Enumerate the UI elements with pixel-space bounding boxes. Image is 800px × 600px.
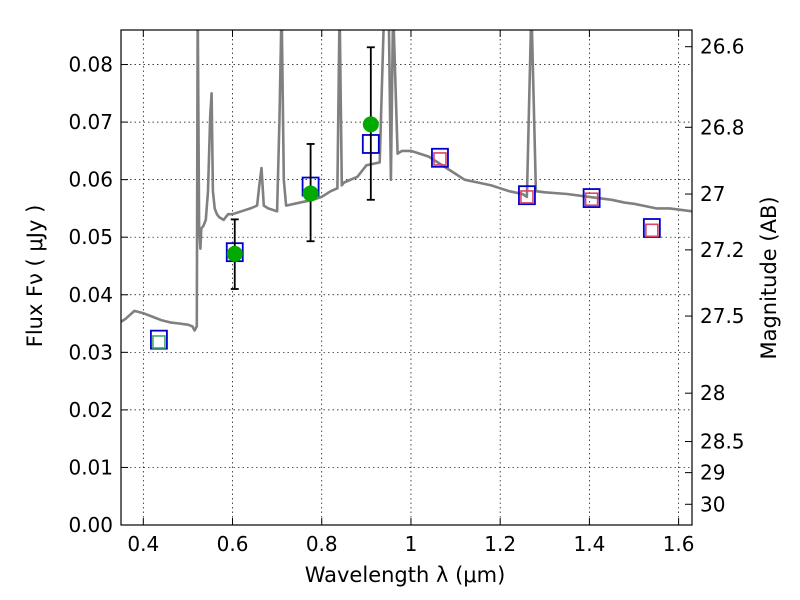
x-tick-label: 1.6 — [663, 532, 695, 556]
x-tick-label: 1.4 — [573, 532, 605, 556]
x-tick-label: 1 — [405, 532, 418, 556]
x-axis-ticks: 0.4 0.6 0.8 1 1.2 1.4 1.6 — [127, 30, 695, 556]
model-flux-box — [518, 185, 536, 206]
x-tick-label: 1.2 — [484, 532, 516, 556]
x-tick-label: 0.6 — [217, 532, 249, 556]
y-tick-label: 0.02 — [68, 398, 113, 422]
sed-model-line — [121, 30, 692, 332]
observed-flux-point — [302, 185, 319, 202]
magnitude-axis-ticks: 26.6 26.8 27 27.2 27.5 28 28.5 29 30 — [685, 35, 745, 516]
model-flux-box — [431, 147, 449, 168]
y-tick-label: 0.01 — [68, 455, 113, 479]
magnitude-tick-label: 28 — [700, 381, 725, 405]
y-tick-label: 0.06 — [68, 168, 113, 192]
y-tick-label: 0.08 — [68, 53, 113, 77]
magnitude-tick-label: 27.5 — [700, 304, 745, 328]
plot-clip-group — [121, 30, 692, 350]
y-axis-title: Flux Fν ( μJy ) — [23, 205, 47, 348]
x-tick-label: 0.4 — [127, 532, 159, 556]
filter-flux-marker — [645, 223, 659, 238]
y-tick-label: 0.00 — [68, 513, 113, 537]
filter-flux-marker — [520, 190, 534, 204]
magnitude-tick-label: 30 — [700, 492, 725, 516]
magnitude-tick-label: 27.2 — [700, 238, 745, 262]
y-tick-label: 0.04 — [68, 283, 113, 307]
y-tick-label: 0.05 — [68, 225, 113, 249]
y-tick-label: 0.07 — [68, 110, 113, 134]
x-axis-title: Wavelength λ (μm) — [305, 563, 506, 587]
y-tick-label: 0.03 — [68, 340, 113, 364]
plot-series — [121, 30, 692, 350]
grid-lines — [121, 30, 692, 526]
magnitude-tick-label: 29 — [700, 461, 725, 485]
model-flux-box — [582, 188, 601, 208]
magnitude-axis-title: Magnitude (AB) — [757, 196, 781, 359]
magnitude-tick-label: 26.6 — [700, 35, 745, 59]
y-axis-ticks: 0.00 0.01 0.02 0.03 0.04 0.05 0.06 0.07 0.08 — [68, 53, 128, 537]
filter-flux-marker — [152, 335, 166, 349]
observed-flux-point — [362, 116, 379, 133]
x-tick-label: 0.8 — [306, 532, 338, 556]
magnitude-tick-label: 28.5 — [700, 430, 745, 454]
magnitude-tick-label: 26.8 — [700, 115, 745, 139]
filter-flux-marker — [584, 192, 599, 207]
observed-flux-point — [226, 245, 243, 262]
magnitude-tick-label: 27 — [700, 182, 725, 206]
plot-frame — [120, 29, 693, 526]
filter-flux-marker — [433, 152, 447, 166]
